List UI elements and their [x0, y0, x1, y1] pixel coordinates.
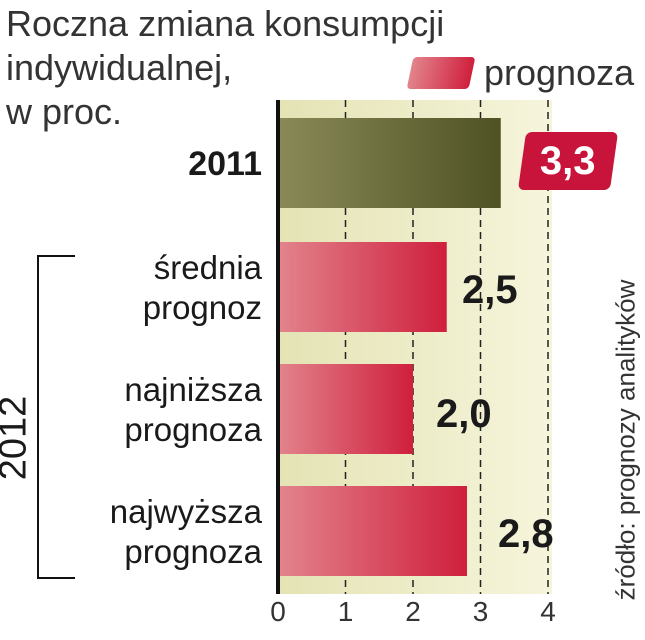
source-note: źródło: prognozy analityków: [610, 279, 641, 601]
x-tick-label-2: 2: [405, 596, 421, 627]
value-badge-2011: 3,3: [517, 132, 619, 190]
category-label-najwyzsza: najwyższa prognoza: [109, 493, 262, 570]
category-label-najnizsza: najniższa prognoza: [124, 371, 262, 448]
title-line-3: w proc.: [6, 91, 123, 132]
x-tick-label-3: 3: [472, 596, 489, 627]
group-bracket: [37, 255, 75, 579]
category-label-srednia: średnia prognoz: [142, 249, 262, 326]
x-tick-label-4: 4: [540, 596, 556, 627]
bar-0: [278, 118, 501, 208]
legend-label: prognoza: [484, 52, 635, 93]
bar-2: [278, 364, 413, 454]
bar-1: [278, 242, 447, 332]
x-tick-label-0: 0: [270, 596, 286, 627]
title-line-1: Roczna zmiana konsumpcji: [6, 3, 445, 44]
legend: prognoza: [406, 52, 635, 94]
category-label-2011: 2011: [188, 145, 262, 183]
x-tick-label-1: 1: [337, 596, 354, 627]
value-label-najnizsza: 2,0: [436, 392, 492, 436]
group-label-2012: 2012: [0, 395, 35, 481]
title-line-2: indywidualnej,: [6, 47, 233, 88]
bar-3: [278, 486, 467, 576]
chart-title: Roczna zmiana konsumpcji indywidualnej, …: [6, 2, 444, 134]
value-label-najwyzsza: 2,8: [498, 512, 554, 556]
value-label-srednia: 2,5: [462, 268, 518, 312]
